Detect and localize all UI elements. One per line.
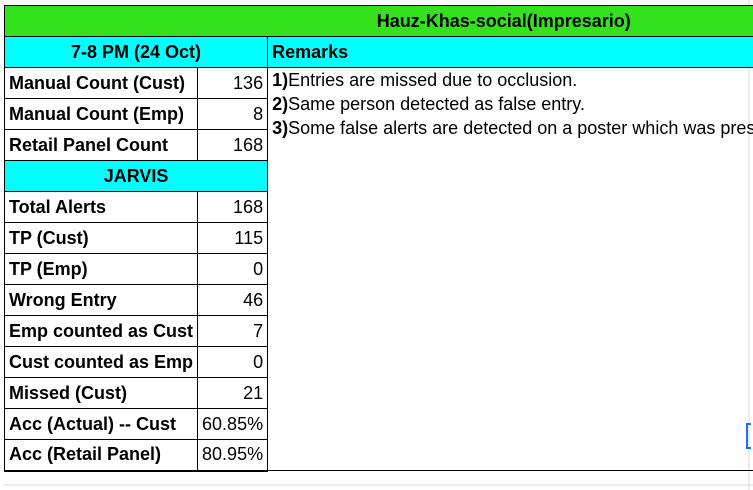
row-label[interactable]: Manual Count (Cust) (3, 67, 199, 99)
remark-text: Entries are missed due to occlusion. (288, 70, 578, 90)
row-value[interactable]: 0 (197, 253, 269, 285)
row-label[interactable]: Acc (Actual) -- Cust (3, 408, 199, 440)
table-row: TP (Emp) 0 (3, 253, 753, 285)
table-row: Total Alerts 168 (3, 191, 753, 223)
remark-number: 1) (272, 70, 289, 90)
row-value[interactable]: 7 (197, 315, 269, 347)
table-row: Wrong Entry 46 (3, 284, 753, 316)
jarvis-header-row: JARVIS (3, 160, 753, 192)
row-value[interactable]: 46 (197, 284, 269, 316)
table-row: Manual Count (Emp) 8 (3, 98, 753, 130)
row-value[interactable]: 168 (197, 191, 269, 223)
row-value[interactable]: 80.95% (197, 439, 269, 472)
row-label[interactable]: TP (Emp) (3, 253, 199, 285)
report-table: Hauz-Khas-social(Impresario) 7-8 PM (24 … (3, 5, 753, 472)
remark-number: 3) (272, 118, 289, 138)
time-header[interactable]: 7-8 PM (24 Oct) (3, 36, 269, 68)
remark-item: 3)Some false alerts are detected on a po… (272, 116, 753, 140)
row-label[interactable]: Cust counted as Emp (3, 346, 199, 378)
row-label[interactable]: Retail Panel Count (3, 129, 199, 161)
table-row: Acc (Actual) -- Cust 60.85% (3, 408, 753, 440)
remarks-header[interactable]: Remarks (267, 36, 753, 68)
table-row: Manual Count (Cust) 136 1)Entries are mi… (3, 67, 753, 471)
row-value[interactable]: 136 (197, 67, 269, 99)
remark-text: Same person detected as false entry. (288, 94, 585, 114)
row-value[interactable]: 60.85% (197, 408, 269, 440)
row-label[interactable]: Wrong Entry (3, 284, 199, 316)
jarvis-header[interactable]: JARVIS (3, 160, 269, 192)
row-label[interactable]: Manual Count (Emp) (3, 98, 199, 130)
remark-number: 2) (272, 94, 289, 114)
row-label[interactable]: Total Alerts (3, 191, 199, 223)
row-value[interactable]: 21 (197, 377, 269, 409)
table-row: Missed (Cust) 21 (3, 377, 753, 409)
remarks-cell[interactable]: 1)Entries are missed due to occlusion. 2… (267, 67, 753, 471)
title-row: Hauz-Khas-social(Impresario) (4, 5, 753, 37)
row-value[interactable]: 115 (197, 222, 269, 254)
row-value[interactable]: 0 (197, 346, 269, 378)
row-label[interactable]: Emp counted as Cust (3, 315, 199, 347)
table-row: Emp counted as Cust 7 (3, 315, 753, 347)
remark-item: 1)Entries are missed due to occlusion. (272, 69, 753, 93)
cell-selection-indicator[interactable] (746, 423, 751, 449)
row-label[interactable]: TP (Cust) (3, 222, 199, 254)
time-header-row: 7-8 PM (24 Oct) Remarks (3, 36, 753, 68)
report-title[interactable]: Hauz-Khas-social(Impresario) (4, 5, 753, 37)
table-row: Acc (Retail Panel) 80.95% (3, 439, 753, 472)
table-row: TP (Cust) 115 (3, 222, 753, 254)
row-label[interactable]: Missed (Cust) (3, 377, 199, 409)
remark-text: Some false alerts are detected on a post… (288, 118, 753, 138)
row-label[interactable]: Acc (Retail Panel) (3, 439, 199, 472)
row-value[interactable]: 168 (197, 129, 269, 161)
row-value[interactable]: 8 (197, 98, 269, 130)
remark-item: 2)Same person detected as false entry. (272, 92, 753, 116)
